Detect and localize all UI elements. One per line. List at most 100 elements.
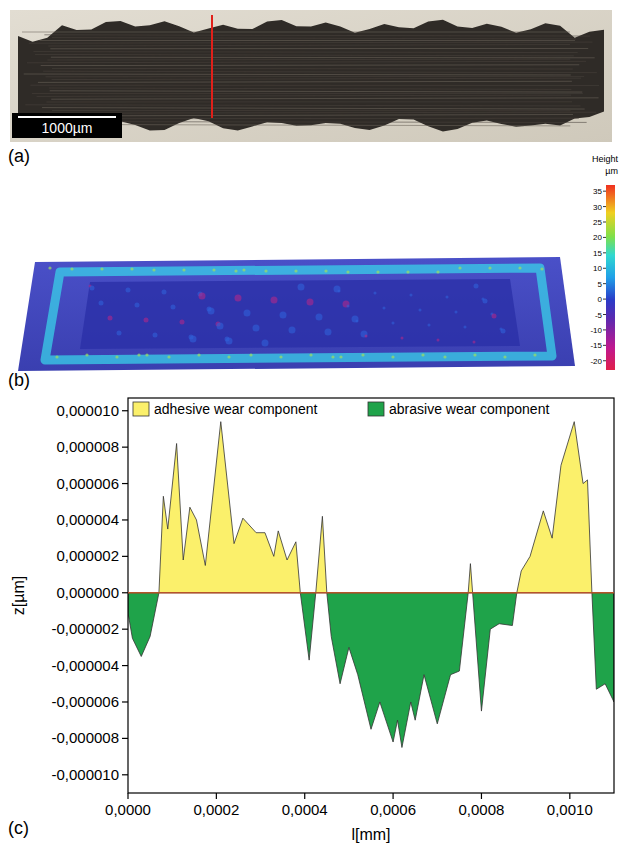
x-tick-label: 0,0006 [370,801,416,818]
rim-speckle [294,269,297,272]
panel-label: (b) [8,370,30,390]
surface-speckle [307,299,314,306]
surface-speckle [289,327,296,334]
rim-speckle [234,269,237,272]
y-tick [122,665,128,666]
rim-speckle [152,268,155,271]
wear-streak [29,42,593,43]
rim-speckle [197,353,200,356]
wear-streak [51,57,595,59]
panel-label: (a) [8,146,30,166]
wear-streak [37,95,572,96]
surface-speckle [190,336,197,343]
legend: adhesive wear componentabrasive wear com… [133,401,549,417]
colorbar-tick-label: 35 [593,187,602,196]
wear-streak [50,48,588,49]
scar-floor [80,279,520,349]
scale-bar-label: 1000µm [42,120,93,136]
y-tick-label: -0,000004 [51,657,119,674]
micrograph-background [10,10,612,142]
wear-streak [43,71,597,72]
rim-speckle [488,266,491,269]
colorbar-tick-label: 20 [593,233,602,242]
legend-label: adhesive wear component [154,401,318,417]
surface-speckle [501,329,506,334]
colorbar-tick [603,268,606,269]
surface-speckle [428,324,431,327]
surface-speckle [153,333,158,338]
surface-speckle [135,303,140,308]
rim-speckle [182,268,185,271]
colorbar-tick [603,345,606,346]
y-tick [122,738,128,739]
x-axis-title: l[mm] [351,826,390,843]
panel-a: 1000µm (a) [8,10,612,166]
surface-speckle [383,307,386,310]
surface-speckle [419,309,422,312]
surface-speckle [244,310,251,317]
y-tick [122,629,128,630]
y-tick [122,483,128,484]
rim-speckle [533,353,536,356]
rim-speckle [212,268,215,271]
x-tick [481,793,482,799]
surface-speckle [271,297,278,304]
wear-streak [52,38,576,39]
surface-speckle [361,331,368,338]
rim-speckle [421,353,424,356]
surface-speckle [90,286,95,291]
surface-speckle [217,323,224,330]
rim-speckle [115,355,118,358]
rim-speckle [130,267,133,270]
x-tick [304,793,305,799]
surface-speckle [446,296,449,299]
wear-streak [45,76,584,77]
rim-speckle [406,270,409,273]
rim-speckle [264,269,267,272]
surface-speckle [316,314,323,321]
colorbar-tick [603,329,606,330]
profile-line [211,15,213,118]
scale-bar-line [18,116,116,118]
surface-speckle [437,339,440,342]
surface-speckle [117,331,122,336]
wear-streak [33,51,577,53]
surface-speckle [347,305,350,308]
y-tick [122,701,128,702]
colorbar-tick-label: 10 [593,264,602,273]
colorbar-tick-label: 0 [598,295,603,304]
wear-streak [39,40,575,41]
colorbar-tick-label: -20 [590,357,602,366]
surface-speckle [401,337,404,340]
wear-streak [48,45,570,46]
wear-streak [46,101,572,102]
colorbar-tick-label: 30 [593,203,602,212]
colorbar-tick [603,299,606,300]
x-tick [392,793,393,799]
y-tick [122,447,128,448]
surface-speckle [356,320,359,323]
rim-speckle [145,353,148,356]
wear-streak [52,110,571,111]
surface-speckle [325,329,332,336]
y-tick-label: 0,000002 [56,547,119,564]
colorbar-tick-label: -15 [590,341,602,350]
wear-streak [50,91,583,92]
x-tick-label: 0,0000 [105,801,151,818]
colorbar-tick [603,314,606,315]
surface-speckle [126,288,131,293]
surface-speckle [144,318,149,323]
wear-streak [41,64,580,66]
wear-streak [51,121,586,123]
wear-streak [30,85,599,86]
rim-speckle [227,355,230,358]
rim-speckle [361,353,364,356]
surface-speckle [162,290,167,295]
surface-speckle [410,294,413,297]
colorbar-tick-label: 25 [593,218,602,227]
x-tick-label: 0,0008 [459,801,505,818]
surface-speckle [208,308,215,315]
wear-streak [27,61,586,62]
rim-speckle [70,267,73,270]
rim-speckle [242,268,245,271]
